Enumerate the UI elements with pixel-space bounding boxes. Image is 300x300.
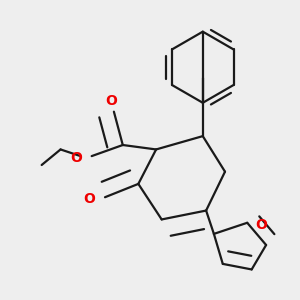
Text: O: O	[106, 94, 118, 108]
Text: O: O	[83, 192, 95, 206]
Text: O: O	[256, 218, 268, 232]
Text: O: O	[70, 151, 82, 165]
